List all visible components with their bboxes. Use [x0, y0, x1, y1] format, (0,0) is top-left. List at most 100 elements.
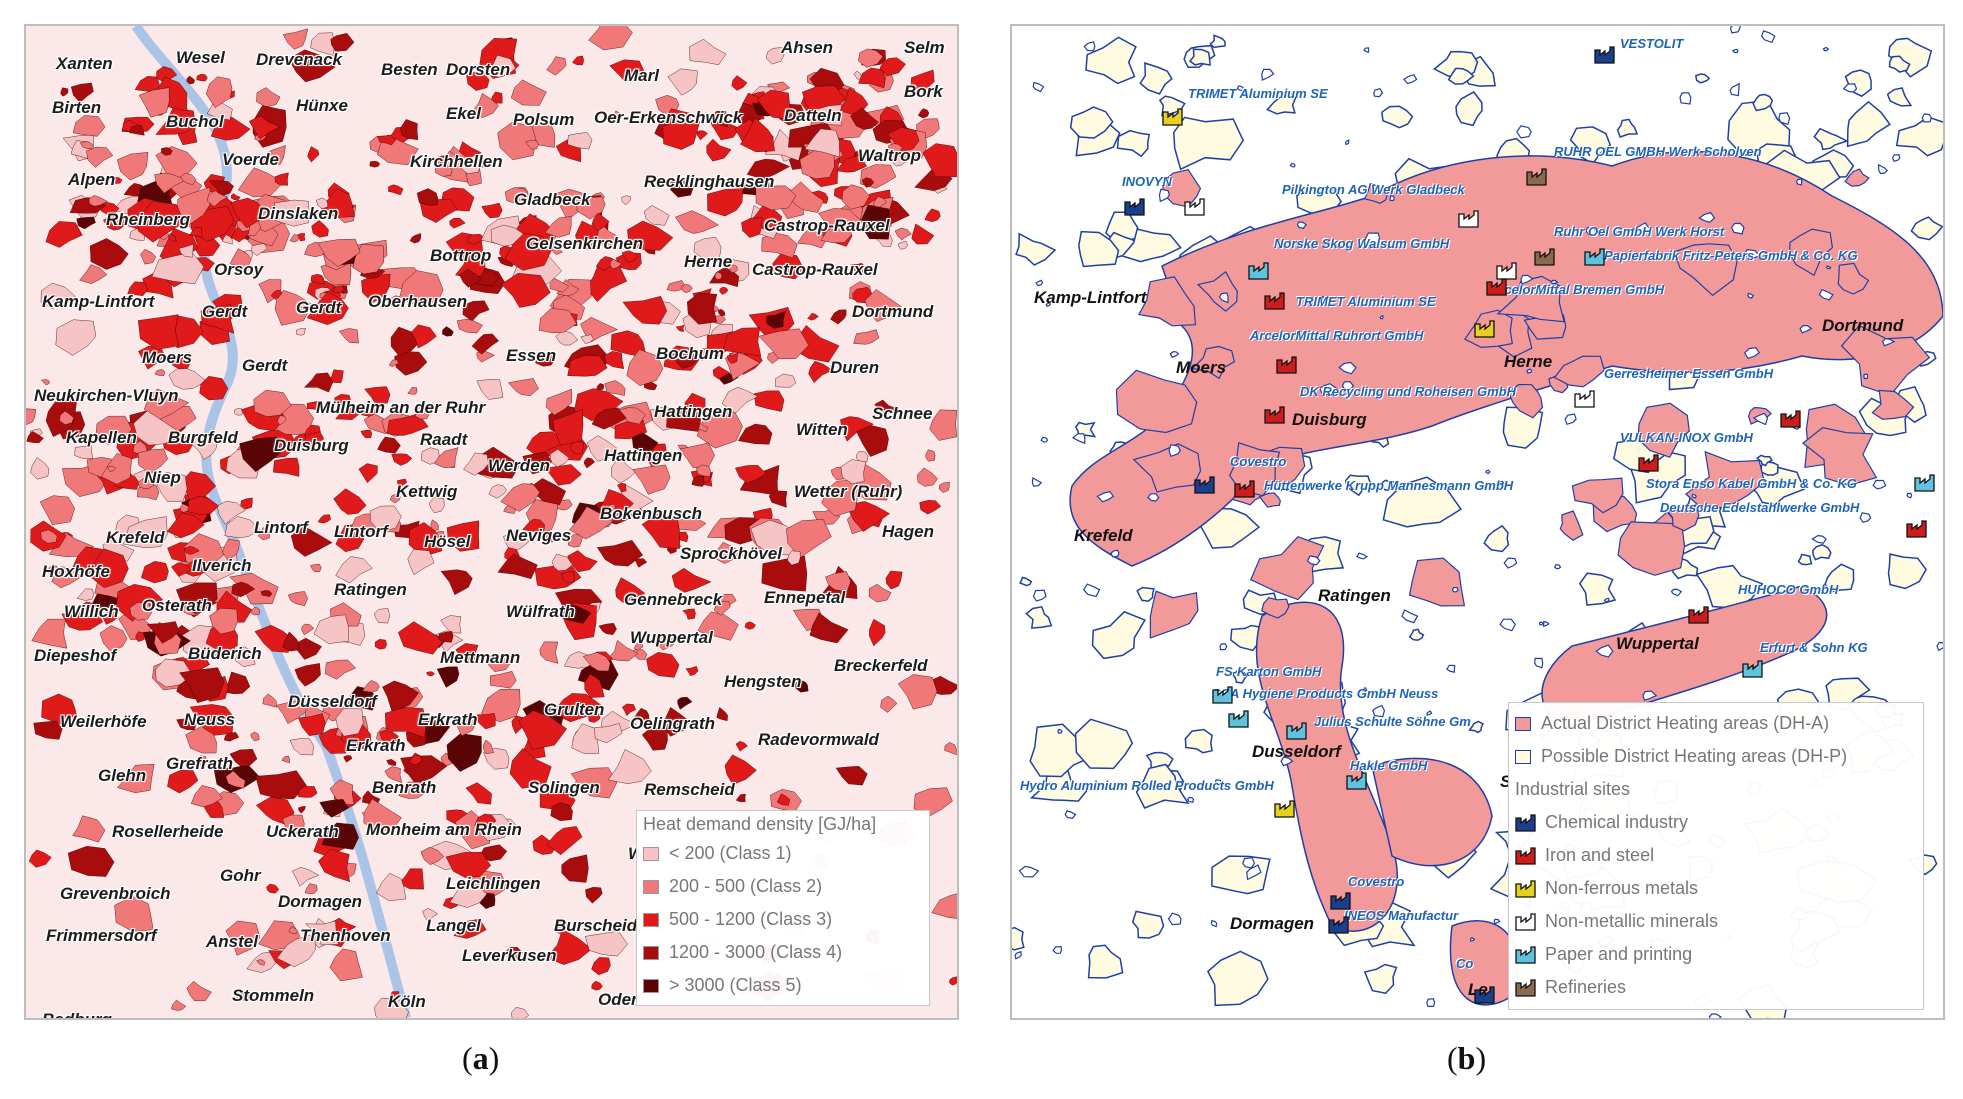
settlement-outline — [1542, 620, 1550, 628]
settlement-outline — [1064, 810, 1077, 820]
heat-density-patch — [440, 615, 462, 634]
heat-density-patch — [583, 457, 595, 469]
settlement-outline — [1082, 583, 1101, 598]
possible-dh-area — [1078, 230, 1120, 268]
heat-density-patch — [436, 666, 460, 688]
possible-dh-area — [1381, 105, 1414, 129]
legend-item: Actual District Heating areas (DH-A) — [1509, 707, 1923, 740]
settlement-outline — [1401, 609, 1419, 624]
place-label: Grulten — [544, 700, 605, 719]
heat-density-patch — [486, 54, 516, 78]
place-label: Rheinberg — [106, 210, 191, 229]
place-label: Birten — [52, 98, 102, 117]
heat-density-patch — [483, 739, 494, 755]
possible-dh-area — [1019, 576, 1033, 587]
settlement-outline — [1379, 314, 1384, 320]
possible-dh-area — [1015, 232, 1057, 266]
place-label: Sprockhövel — [680, 544, 783, 563]
heat-density-raster — [26, 26, 957, 1018]
heat-density-patch — [544, 464, 582, 486]
heat-density-patch — [825, 571, 851, 593]
heat-density-patch — [455, 249, 486, 279]
heat-density-patch — [913, 787, 953, 817]
actual-dh-area — [1844, 168, 1870, 187]
heat-density-patch — [671, 351, 698, 369]
heat-density-patch — [744, 621, 756, 630]
heat-density-patch — [166, 512, 205, 538]
industrial-site-label: Hydro Aluminium Rolled Products GmbH — [1020, 778, 1274, 793]
heat-density-patch — [316, 197, 328, 209]
heat-density-patch — [307, 146, 320, 163]
heat-density-patch — [460, 159, 481, 175]
heat-density-patch — [772, 253, 804, 280]
heat-density-patch — [398, 868, 424, 890]
settlement-outline — [1485, 469, 1491, 475]
district-heating-legend: Actual District Heating areas (DH-A) Poss… — [1508, 702, 1924, 1010]
heat-density-patch — [572, 55, 584, 66]
place-label: Oer-Erkenschwick — [594, 108, 743, 127]
heat-density-patch — [885, 570, 903, 590]
settlement-outline — [1729, 82, 1740, 97]
place-label: Kirchhellen — [410, 152, 503, 171]
legend-item: Possible District Heating areas (DH-P) — [1509, 740, 1923, 773]
settlement-outline — [1863, 373, 1869, 380]
heat-density-patch — [154, 172, 188, 194]
place-label: Waltrop — [858, 146, 921, 165]
heat-density-patch — [706, 138, 732, 162]
place-label: Thenhoven — [300, 926, 391, 945]
heat-density-patch — [255, 770, 308, 800]
heat-density-patch — [260, 590, 273, 597]
heat-density-patch — [229, 248, 252, 267]
settlement-outline — [1642, 690, 1658, 701]
heat-density-patch — [324, 659, 357, 680]
actual-dh-area — [1684, 450, 1766, 513]
place-label: Kapellen — [66, 428, 137, 447]
factory-icon — [1328, 916, 1350, 934]
possible-dh-area — [1468, 720, 1484, 734]
settlement-outline — [1356, 552, 1369, 560]
heat-density-patch — [146, 621, 180, 644]
city-label: Duisburg — [1292, 410, 1367, 429]
place-label: Radevormwald — [758, 730, 879, 749]
heat-density-patch — [655, 634, 680, 651]
heat-density-patch — [256, 959, 266, 966]
heat-density-patch — [643, 205, 670, 226]
place-label: Osterath — [142, 596, 212, 615]
heat-density-patch — [596, 383, 604, 391]
heat-density-patch — [485, 654, 513, 672]
city-label: Moers — [1176, 358, 1227, 377]
heat-density-patch — [305, 920, 339, 946]
heat-density-patch — [143, 388, 190, 422]
place-label: Remscheid — [644, 780, 735, 799]
settlement-outline — [1426, 998, 1436, 1008]
factory-icon — [1574, 390, 1596, 408]
heat-density-patch — [41, 693, 79, 725]
factory-icon — [1228, 710, 1250, 728]
settlement-outline — [1670, 588, 1683, 597]
industrial-site-label: DK Recycling und Roheisen GmbH — [1300, 384, 1516, 399]
heat-density-patch — [549, 448, 570, 468]
heat-density-patch — [74, 444, 93, 459]
place-label: Glehn — [98, 766, 147, 785]
heat-density-patch — [196, 73, 208, 82]
settlement-outline — [1742, 248, 1761, 260]
heat-density-patch — [741, 217, 763, 238]
heat-density-patch — [95, 415, 133, 445]
settlement-outline — [1760, 30, 1776, 44]
place-label: Dormagen — [278, 892, 363, 911]
heat-density-patch — [463, 452, 489, 476]
heat-density-patch — [141, 561, 169, 584]
heat-density-patch — [542, 534, 559, 544]
heat-density-patch — [28, 849, 52, 868]
heat-density-patch — [60, 87, 69, 97]
heat-density-patch — [369, 505, 402, 532]
settlement-outline — [1040, 436, 1049, 443]
heat-density-patch — [737, 423, 773, 445]
place-label: Uckerath — [266, 822, 339, 841]
heat-density-patch — [167, 770, 199, 794]
heat-density-patch — [341, 931, 353, 941]
settlement-outline — [1811, 534, 1827, 544]
heat-density-patch — [761, 232, 798, 259]
heat-density-patch — [415, 407, 430, 420]
heat-density-patch — [633, 707, 650, 723]
